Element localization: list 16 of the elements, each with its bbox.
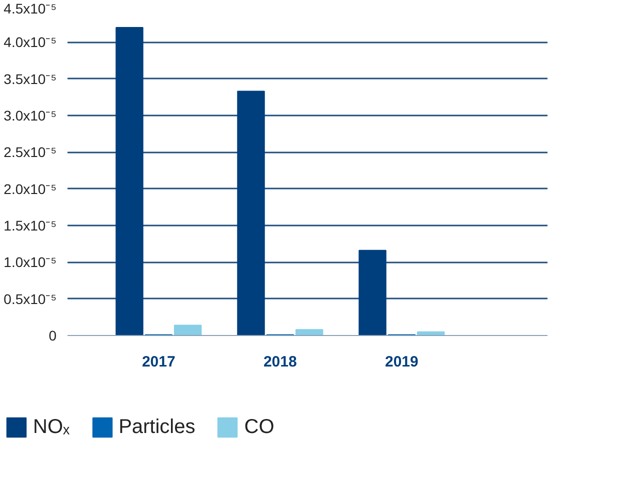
y-tick-label: 4.5x10⁻⁵ [4, 0, 57, 16]
x-tick-label: 2018 [263, 354, 297, 370]
x-tick-label: 2017 [142, 354, 176, 370]
y-tick-label: 3.5x10⁻⁵ [4, 70, 57, 87]
legend-label: CO [244, 416, 274, 438]
y-tick-label: 2.5x10⁻⁵ [4, 144, 57, 160]
x-tick-label: 2019 [384, 354, 418, 370]
y-tick-label: 4.0x10⁻⁵ [4, 34, 57, 50]
legend-label: Particles [118, 416, 196, 438]
y-tick-label: 3.0x10⁻⁵ [4, 108, 57, 124]
legend-label: NOₓ [33, 416, 70, 438]
y-tick-label: 1.0x10⁻⁵ [4, 254, 57, 270]
y-tick-label: 0 [48, 328, 57, 344]
y-tick-label: 2.0x10⁻⁵ [4, 180, 57, 197]
y-tick-label: 1.5x10⁻⁵ [4, 218, 57, 234]
y-tick-label: 0.5x10⁻⁵ [4, 290, 57, 307]
